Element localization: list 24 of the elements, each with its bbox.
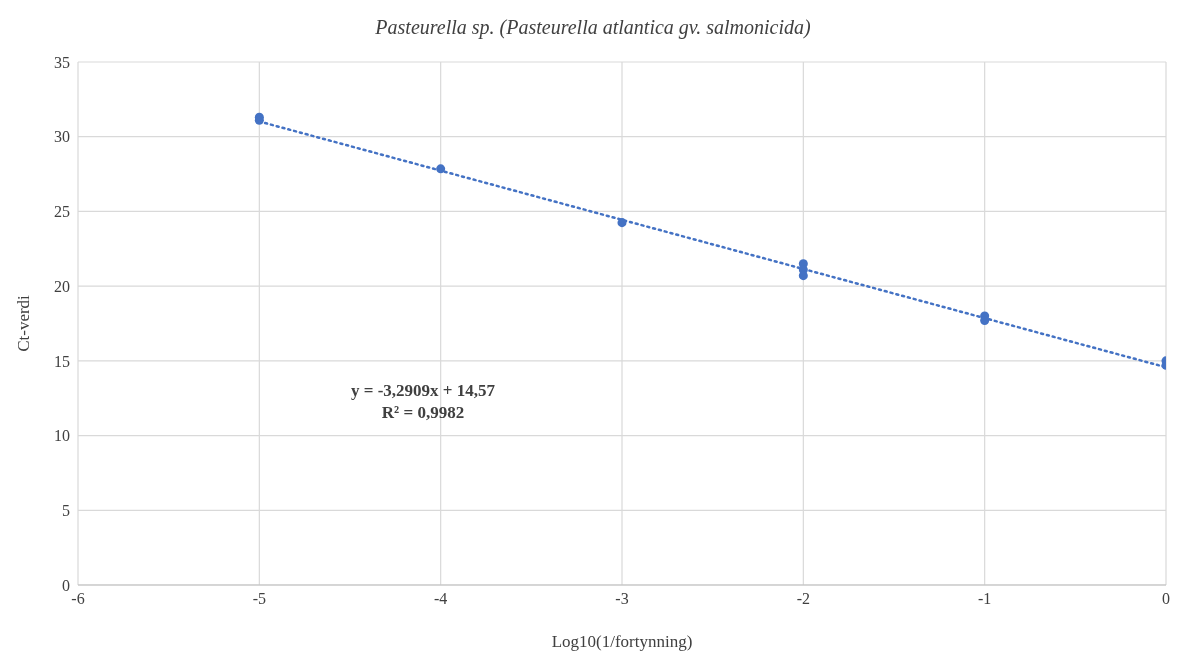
x-tick-label: -1 [978, 590, 992, 608]
point [617, 218, 627, 228]
x-tick-label: -3 [615, 590, 629, 608]
y-tick-label: 30 [54, 128, 70, 146]
y-axis-title: Ct-verdi [14, 294, 34, 352]
x-tick-label: -2 [796, 590, 810, 608]
x-axis-title: Log10(1/fortynning) [551, 632, 693, 652]
y-tick-label: 35 [54, 53, 70, 71]
x-tick-label: -4 [434, 590, 448, 608]
x-tick-label: -5 [252, 590, 266, 608]
y-tick-label: 0 [62, 576, 70, 594]
y-tick-label: 20 [54, 277, 70, 295]
y-tick-label: 10 [54, 427, 70, 445]
annotation: y = -3,2909x + 14,57 [349, 380, 496, 402]
y-tick-label: 5 [62, 501, 70, 519]
y-tick-label: 15 [54, 352, 70, 370]
point [980, 316, 990, 326]
x-tick-label: -6 [71, 590, 85, 608]
point [798, 271, 808, 281]
chart-title: Pasteurella sp. (Pasteurella atlantica gv. salmonicida) [375, 16, 811, 38]
annotation: R² = 0,9982 [380, 402, 466, 424]
y-tick-label: 25 [54, 203, 70, 221]
point [436, 164, 446, 174]
x-tick-label: 0 [1162, 590, 1170, 608]
